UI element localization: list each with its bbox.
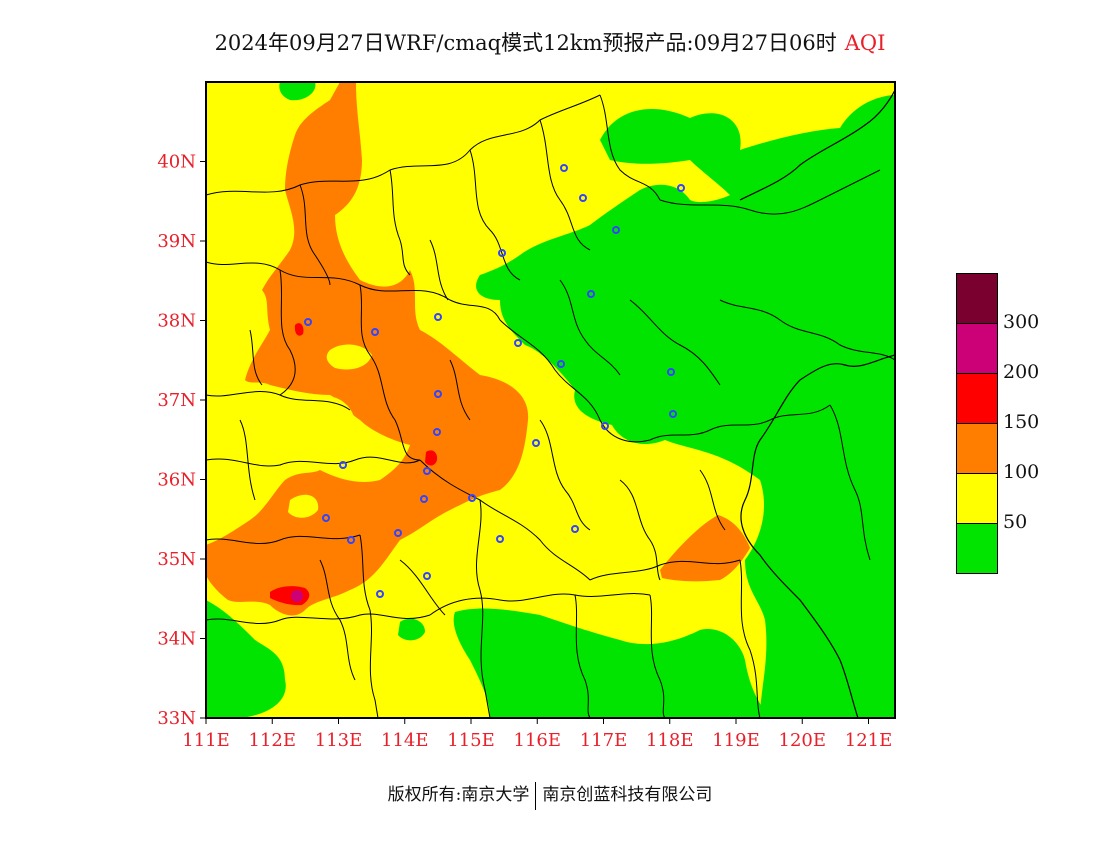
- aqi-good-northeast: [476, 95, 895, 718]
- lon-tick-label: 116E: [514, 730, 562, 751]
- aqi-field: [206, 82, 895, 718]
- aqi-red-spot-center: [425, 450, 438, 466]
- coastline: [739, 89, 895, 718]
- lon-tick-label: 117E: [580, 730, 628, 751]
- lat-tick-label: 33N: [157, 708, 196, 729]
- title-main: 2024年09月27日WRF/cmaq模式12km预报产品:09月27日06时: [214, 31, 837, 55]
- lat-tick-label: 38N: [157, 311, 196, 332]
- legend-label: 200: [1003, 361, 1040, 383]
- lat-tick-label: 40N: [157, 152, 196, 173]
- admin-boundaries: [206, 94, 895, 718]
- lon-tick-label: 119E: [712, 730, 760, 751]
- lon-tick-label: 120E: [779, 730, 827, 751]
- lon-tick-label: 115E: [447, 730, 495, 751]
- title-variable: AQI: [844, 31, 886, 55]
- aqi-purple-spot: [291, 590, 303, 602]
- aqi-yellow-hole-3: [288, 494, 319, 518]
- aqi-good-east-coast: [790, 365, 865, 418]
- aqi-yellow-hole-2: [307, 396, 355, 447]
- copyright-footer: 版权所有:南京大学 南京创蓝科技有限公司: [0, 780, 1100, 810]
- aqi-good-north-small: [279, 82, 316, 101]
- aqi-good-southwest: [206, 600, 286, 718]
- legend-swatch: [956, 524, 998, 574]
- legend-label: 300: [1003, 311, 1040, 333]
- legend-label: 100: [1003, 461, 1040, 483]
- lon-tick-label: 111E: [182, 730, 230, 751]
- lon-tick-label: 113E: [315, 730, 363, 751]
- map-title: 2024年09月27日WRF/cmaq模式12km预报产品:09月27日06时 A…: [0, 27, 1100, 57]
- longitude-axis: 111E 112E 113E 114E 115E 116E 117E 118E 119E 120E…: [182, 718, 892, 751]
- aqi-red-spot-north: [294, 323, 304, 336]
- legend-label: 50: [1003, 511, 1028, 533]
- legend-swatch: [956, 273, 998, 324]
- legend-swatch: [956, 424, 998, 474]
- lon-tick-label: 114E: [381, 730, 429, 751]
- aqi-good-south: [453, 608, 770, 718]
- lat-tick-label: 35N: [157, 549, 196, 570]
- lat-tick-label: 36N: [157, 470, 196, 491]
- legend-swatch: [956, 324, 998, 374]
- copyright-right: 南京创蓝科技有限公司: [542, 785, 713, 805]
- aqi-yellow-hole-1: [326, 344, 372, 370]
- legend-label: 150: [1003, 411, 1040, 433]
- aqi-good-sw-small: [398, 618, 425, 641]
- copyright-left: 版权所有:南京大学: [387, 785, 530, 805]
- legend-swatch: [956, 474, 998, 524]
- lat-tick-label: 34N: [157, 629, 196, 650]
- lat-tick-label: 37N: [157, 390, 196, 411]
- lon-tick-label: 121E: [845, 730, 893, 751]
- legend-swatch: [956, 374, 998, 424]
- lat-tick-label: 39N: [157, 231, 196, 252]
- latitude-axis: 33N 34N 35N 36N 37N 38N 39N 40N: [157, 152, 206, 729]
- lon-tick-label: 112E: [249, 730, 297, 751]
- footer-divider: [535, 781, 537, 810]
- aqi-legend: [956, 273, 998, 574]
- lon-tick-label: 118E: [646, 730, 694, 751]
- station-markers: [304, 164, 685, 598]
- aqi-orange-east-blob: [660, 515, 750, 582]
